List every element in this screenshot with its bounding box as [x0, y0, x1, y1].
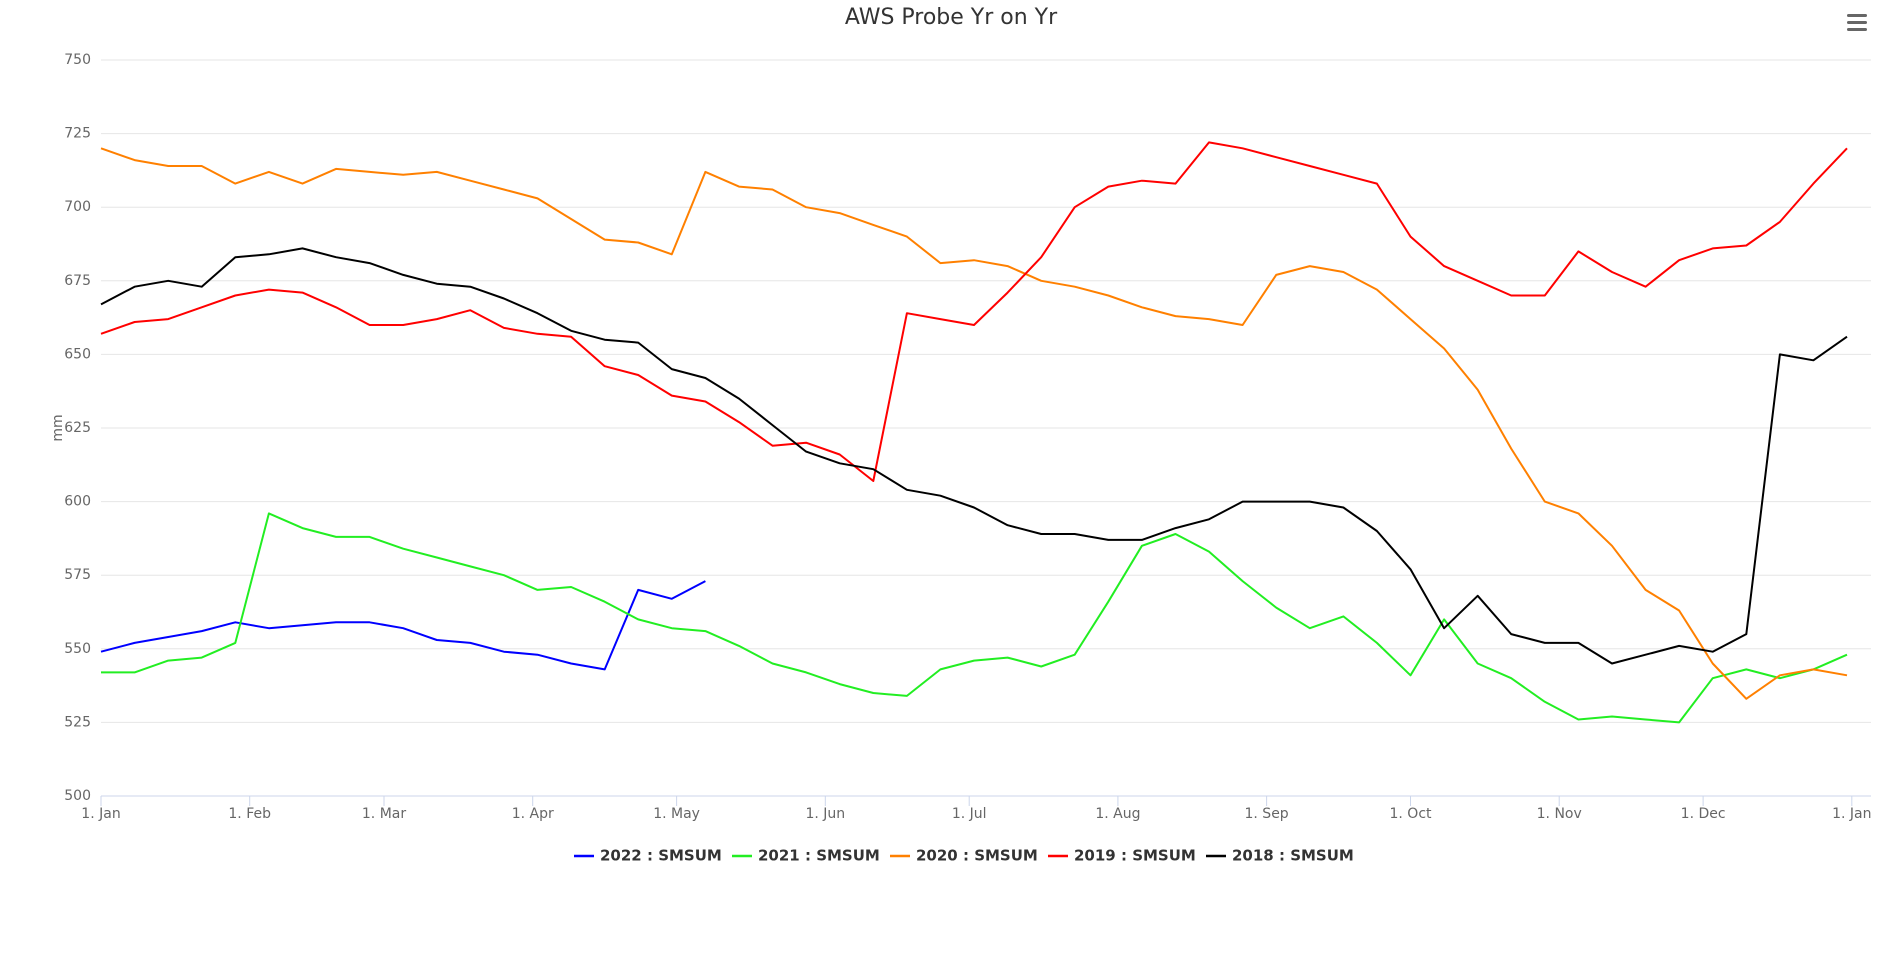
- series-line: [100, 141, 1848, 482]
- x-tick-label: 1. Sep: [1245, 806, 1289, 822]
- legend-label: 2020 : SMSUM: [916, 847, 1038, 865]
- x-tick-label: 1. Mar: [362, 806, 406, 822]
- legend-label: 2021 : SMSUM: [758, 847, 880, 865]
- x-tick-label: 1. Jan: [81, 806, 120, 822]
- y-tick-label: 750: [64, 52, 91, 68]
- y-tick-label: 625: [64, 420, 91, 436]
- y-tick-label: 675: [64, 273, 91, 289]
- x-tick-label: 1. Nov: [1537, 806, 1582, 822]
- legend-item[interactable]: 2019 : SMSUM: [1048, 847, 1196, 865]
- y-tick-label: 725: [64, 126, 91, 142]
- legend-item[interactable]: 2022 : SMSUM: [574, 847, 722, 865]
- y-tick-label: 550: [64, 641, 91, 657]
- series-line: [100, 247, 1848, 665]
- y-axis-label: mm: [50, 414, 66, 441]
- legend-item[interactable]: 2018 : SMSUM: [1206, 847, 1354, 865]
- legend-item[interactable]: 2021 : SMSUM: [732, 847, 880, 865]
- series-line: [101, 512, 1848, 724]
- x-tick-label: 1. Dec: [1681, 806, 1726, 822]
- y-tick-label: 525: [64, 714, 91, 730]
- menu-button[interactable]: [1847, 14, 1867, 31]
- y-tick-label: 575: [64, 567, 91, 583]
- x-tick-label: 1. May: [653, 806, 700, 822]
- y-tick-label: 600: [64, 494, 91, 510]
- y-tick-label: 650: [64, 346, 91, 362]
- legend-item[interactable]: 2020 : SMSUM: [890, 847, 1038, 865]
- legend-label: 2018 : SMSUM: [1232, 847, 1354, 865]
- x-tick-label: 1. Jun: [805, 806, 845, 822]
- x-tick-label: 1. Feb: [228, 806, 271, 822]
- x-tick-label: 1. Oct: [1390, 806, 1433, 822]
- legend-label: 2019 : SMSUM: [1074, 847, 1196, 865]
- x-tick-label: 1. Apr: [512, 806, 554, 822]
- series-line: [100, 147, 1848, 700]
- series-line: [100, 580, 706, 671]
- x-tick-label: 1. Jan: [1832, 806, 1871, 822]
- y-tick-label: 700: [64, 199, 91, 215]
- x-tick-label: 1. Jul: [952, 806, 987, 822]
- y-tick-label: 500: [64, 788, 91, 804]
- chart-title: AWS Probe Yr on Yr: [845, 5, 1058, 30]
- x-tick-label: 1. Aug: [1095, 806, 1140, 822]
- legend-label: 2022 : SMSUM: [600, 847, 722, 865]
